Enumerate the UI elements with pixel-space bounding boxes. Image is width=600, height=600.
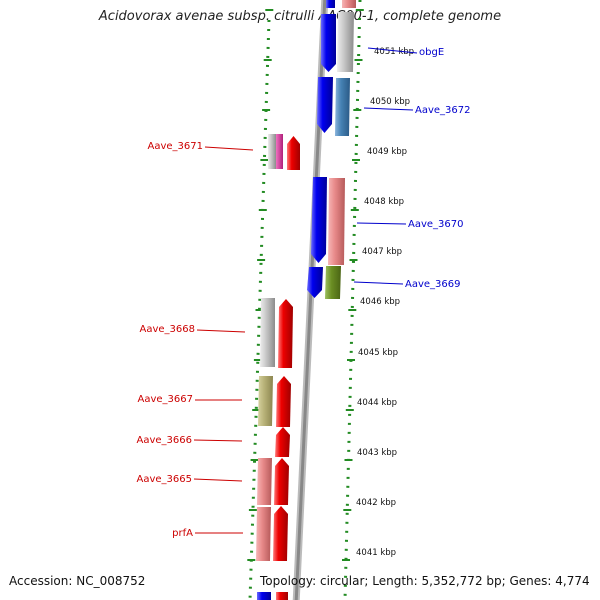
gene-block [337,12,354,72]
label-leader [356,222,407,225]
ruler-label: 4051 kbp [374,47,414,57]
ruler-label: 4047 kbp [362,247,402,257]
gene-label-aave3669: Aave_3669 [405,279,461,290]
gene-block [325,266,341,299]
gene-arrow-aave3666 [275,427,290,457]
label-leader [204,146,254,151]
gene-arrow-aave3667 [276,376,291,427]
gene-block [328,178,345,265]
ruler-label: 4050 kbp [370,97,410,107]
label-leader [363,107,414,111]
gene-block [276,592,288,600]
gene-arrow-aave3665 [274,458,289,505]
gene-label-aave3672: Aave_3672 [415,105,471,116]
gene-block [258,376,273,426]
ruler-label: 4044 kbp [357,398,397,408]
gene-label-aave3671: Aave_3671 [148,141,204,152]
ruler-label: 4049 kbp [367,147,407,157]
gene-block [335,78,350,136]
gene-arrow-prfA [273,506,288,561]
ruler-labels: 4051 kbp 4050 kbp 4049 kbp 4048 kbp 4047… [356,47,414,558]
gene-label-obgE: obgE [419,47,444,58]
dotted-ring-right [343,0,362,600]
ruler-label: 4043 kbp [357,448,397,458]
ruler-label: 4045 kbp [358,348,398,358]
reverse-genes [256,134,300,600]
accession-text: Accession: NC_008752 [9,574,146,588]
label-leader [193,478,243,482]
gene-arrow-aave3670 [311,177,327,263]
gene-label-aave3668: Aave_3668 [140,324,196,335]
gene-block [268,134,276,169]
gene-arrow-aave3668 [278,299,293,368]
map-title: Acidovorax avenae subsp. citrulli AAC00-… [98,9,502,24]
ruler-label: 4041 kbp [356,548,396,558]
gene-label-aave3665: Aave_3665 [137,474,193,485]
gene-block [256,507,271,561]
gene-label-prfA: prfA [172,528,193,539]
gene-arrow-aave3672 [317,77,333,133]
gene-arrow-aave3671 [287,136,300,170]
gene-block [260,298,275,367]
forward-gene-labels: obgE Aave_3672 Aave_3670 Aave_3669 [353,47,471,290]
gene-block [326,0,335,8]
ruler-label: 4042 kbp [356,498,396,508]
gene-label-aave3670: Aave_3670 [408,219,464,230]
topology-text: Topology: circular; Length: 5,352,772 bp… [260,574,590,588]
right-ticks [342,9,364,561]
gene-block [257,458,272,505]
label-leader [196,329,246,333]
label-leader [353,281,404,285]
gene-block [276,134,283,169]
ruler-label: 4046 kbp [360,297,400,307]
ruler-label: 4048 kbp [364,197,404,207]
gene-label-aave3666: Aave_3666 [137,435,193,446]
gene-arrow-obgE [321,14,336,72]
label-leader [193,439,243,442]
reverse-gene-labels: Aave_3671 Aave_3668 Aave_3667 Aave_3666 … [137,141,254,539]
gene-block [342,0,356,8]
gene-arrow-aave3669 [307,267,323,298]
label-leader [367,47,418,54]
gene-label-aave3667: Aave_3667 [138,394,194,405]
forward-genes [307,0,356,299]
gene-block [257,592,271,600]
